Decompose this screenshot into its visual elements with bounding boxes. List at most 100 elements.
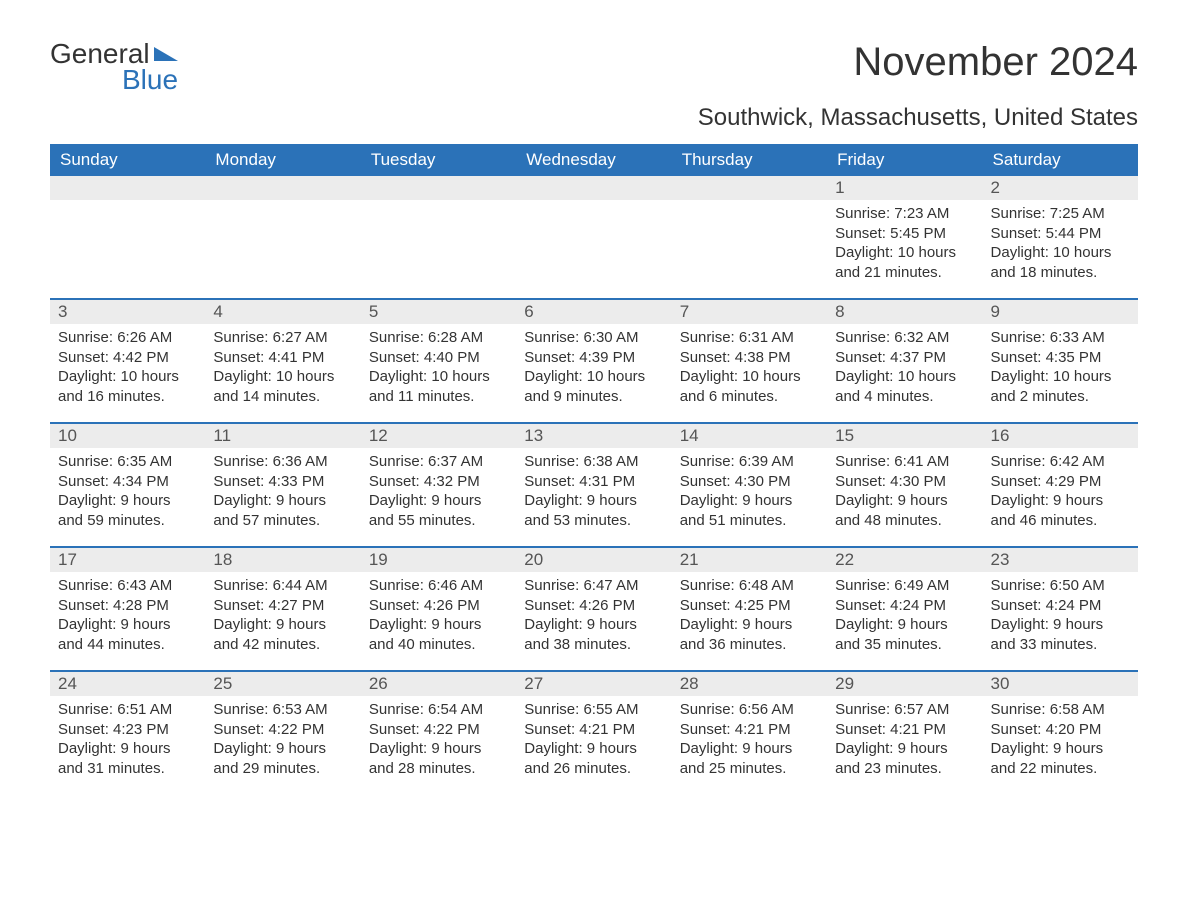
day-details: Sunrise: 7:23 AMSunset: 5:45 PMDaylight:…	[827, 200, 982, 286]
day-details: Sunrise: 6:39 AMSunset: 4:30 PMDaylight:…	[672, 448, 827, 534]
detail-line: and 35 minutes.	[835, 635, 974, 655]
day-details: Sunrise: 7:25 AMSunset: 5:44 PMDaylight:…	[983, 200, 1138, 286]
week-row: 17Sunrise: 6:43 AMSunset: 4:28 PMDayligh…	[50, 546, 1138, 658]
calendar-cell: 6Sunrise: 6:30 AMSunset: 4:39 PMDaylight…	[516, 300, 671, 410]
day-number: 8	[827, 300, 982, 324]
detail-line: Sunset: 4:26 PM	[369, 596, 508, 616]
day-details: Sunrise: 6:53 AMSunset: 4:22 PMDaylight:…	[205, 696, 360, 782]
day-number: 9	[983, 300, 1138, 324]
detail-line: and 23 minutes.	[835, 759, 974, 779]
day-details: Sunrise: 6:41 AMSunset: 4:30 PMDaylight:…	[827, 448, 982, 534]
detail-line: and 42 minutes.	[213, 635, 352, 655]
day-details: Sunrise: 6:43 AMSunset: 4:28 PMDaylight:…	[50, 572, 205, 658]
detail-line: Daylight: 9 hours	[991, 739, 1130, 759]
detail-line: Daylight: 9 hours	[524, 739, 663, 759]
detail-line: Sunrise: 6:42 AM	[991, 452, 1130, 472]
day-number: 26	[361, 672, 516, 696]
detail-line: and 53 minutes.	[524, 511, 663, 531]
calendar-cell: 21Sunrise: 6:48 AMSunset: 4:25 PMDayligh…	[672, 548, 827, 658]
detail-line: Sunset: 4:42 PM	[58, 348, 197, 368]
detail-line: Sunrise: 6:28 AM	[369, 328, 508, 348]
detail-line: Daylight: 9 hours	[369, 739, 508, 759]
day-number: 5	[361, 300, 516, 324]
day-details: Sunrise: 6:28 AMSunset: 4:40 PMDaylight:…	[361, 324, 516, 410]
day-details: Sunrise: 6:51 AMSunset: 4:23 PMDaylight:…	[50, 696, 205, 782]
day-details: Sunrise: 6:58 AMSunset: 4:20 PMDaylight:…	[983, 696, 1138, 782]
detail-line: Daylight: 10 hours	[991, 243, 1130, 263]
detail-line: Sunrise: 6:27 AM	[213, 328, 352, 348]
calendar-cell	[672, 176, 827, 286]
detail-line: Sunset: 4:32 PM	[369, 472, 508, 492]
location-text: Southwick, Massachusetts, United States	[50, 104, 1138, 132]
day-details: Sunrise: 6:54 AMSunset: 4:22 PMDaylight:…	[361, 696, 516, 782]
detail-line: Daylight: 9 hours	[991, 491, 1130, 511]
day-details: Sunrise: 6:50 AMSunset: 4:24 PMDaylight:…	[983, 572, 1138, 658]
detail-line: Daylight: 9 hours	[680, 615, 819, 635]
day-header-cell: Wednesday	[516, 144, 671, 176]
detail-line: Sunset: 4:23 PM	[58, 720, 197, 740]
detail-line: Sunrise: 6:36 AM	[213, 452, 352, 472]
day-header-cell: Tuesday	[361, 144, 516, 176]
detail-line: Sunrise: 6:56 AM	[680, 700, 819, 720]
detail-line: and 25 minutes.	[680, 759, 819, 779]
detail-line: and 26 minutes.	[524, 759, 663, 779]
detail-line: Daylight: 9 hours	[680, 739, 819, 759]
detail-line: and 18 minutes.	[991, 263, 1130, 283]
calendar-cell: 8Sunrise: 6:32 AMSunset: 4:37 PMDaylight…	[827, 300, 982, 410]
calendar-cell: 3Sunrise: 6:26 AMSunset: 4:42 PMDaylight…	[50, 300, 205, 410]
detail-line: and 22 minutes.	[991, 759, 1130, 779]
day-number: 3	[50, 300, 205, 324]
day-number: 22	[827, 548, 982, 572]
calendar-cell: 23Sunrise: 6:50 AMSunset: 4:24 PMDayligh…	[983, 548, 1138, 658]
detail-line: Sunset: 5:44 PM	[991, 224, 1130, 244]
month-title: November 2024	[853, 40, 1138, 85]
day-number: 6	[516, 300, 671, 324]
detail-line: Sunrise: 6:51 AM	[58, 700, 197, 720]
calendar-cell	[516, 176, 671, 286]
detail-line: Sunset: 5:45 PM	[835, 224, 974, 244]
detail-line: Sunrise: 6:58 AM	[991, 700, 1130, 720]
detail-line: Daylight: 9 hours	[524, 491, 663, 511]
detail-line: Sunset: 4:39 PM	[524, 348, 663, 368]
detail-line: and 51 minutes.	[680, 511, 819, 531]
detail-line: Sunrise: 6:35 AM	[58, 452, 197, 472]
day-number: 27	[516, 672, 671, 696]
day-number: 25	[205, 672, 360, 696]
detail-line: Daylight: 10 hours	[835, 367, 974, 387]
detail-line: Sunrise: 6:30 AM	[524, 328, 663, 348]
calendar-cell: 28Sunrise: 6:56 AMSunset: 4:21 PMDayligh…	[672, 672, 827, 782]
detail-line: Sunrise: 6:44 AM	[213, 576, 352, 596]
detail-line: Sunset: 4:20 PM	[991, 720, 1130, 740]
calendar-cell: 18Sunrise: 6:44 AMSunset: 4:27 PMDayligh…	[205, 548, 360, 658]
detail-line: Sunset: 4:28 PM	[58, 596, 197, 616]
detail-line: Sunset: 4:41 PM	[213, 348, 352, 368]
calendar-cell: 26Sunrise: 6:54 AMSunset: 4:22 PMDayligh…	[361, 672, 516, 782]
day-header-cell: Saturday	[983, 144, 1138, 176]
day-number	[361, 176, 516, 200]
detail-line: Daylight: 10 hours	[991, 367, 1130, 387]
calendar-cell: 22Sunrise: 6:49 AMSunset: 4:24 PMDayligh…	[827, 548, 982, 658]
calendar-cell	[205, 176, 360, 286]
detail-line: Sunset: 4:22 PM	[213, 720, 352, 740]
detail-line: and 11 minutes.	[369, 387, 508, 407]
day-number: 4	[205, 300, 360, 324]
detail-line: Sunrise: 7:23 AM	[835, 204, 974, 224]
logo-flag-icon	[154, 47, 178, 61]
detail-line: Sunset: 4:25 PM	[680, 596, 819, 616]
detail-line: Sunset: 4:26 PM	[524, 596, 663, 616]
calendar-cell: 25Sunrise: 6:53 AMSunset: 4:22 PMDayligh…	[205, 672, 360, 782]
detail-line: Sunset: 4:33 PM	[213, 472, 352, 492]
calendar-cell	[361, 176, 516, 286]
day-number: 11	[205, 424, 360, 448]
calendar-cell: 5Sunrise: 6:28 AMSunset: 4:40 PMDaylight…	[361, 300, 516, 410]
day-details: Sunrise: 6:55 AMSunset: 4:21 PMDaylight:…	[516, 696, 671, 782]
day-details: Sunrise: 6:42 AMSunset: 4:29 PMDaylight:…	[983, 448, 1138, 534]
detail-line: Sunrise: 6:48 AM	[680, 576, 819, 596]
day-number: 13	[516, 424, 671, 448]
day-details: Sunrise: 6:32 AMSunset: 4:37 PMDaylight:…	[827, 324, 982, 410]
detail-line: Daylight: 9 hours	[835, 615, 974, 635]
calendar-cell	[50, 176, 205, 286]
day-details: Sunrise: 6:31 AMSunset: 4:38 PMDaylight:…	[672, 324, 827, 410]
calendar-cell: 15Sunrise: 6:41 AMSunset: 4:30 PMDayligh…	[827, 424, 982, 534]
calendar-cell: 11Sunrise: 6:36 AMSunset: 4:33 PMDayligh…	[205, 424, 360, 534]
